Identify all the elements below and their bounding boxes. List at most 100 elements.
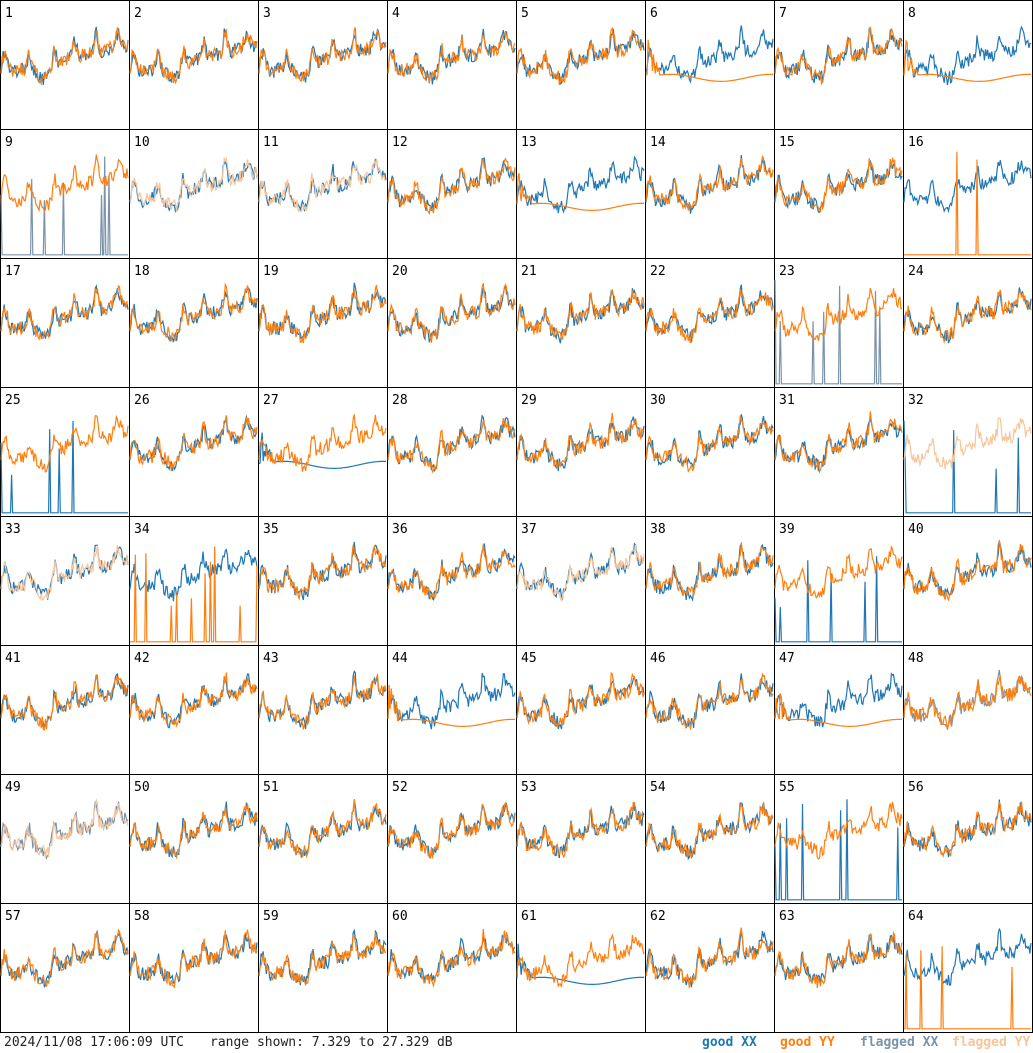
panel-number: 42 — [134, 651, 150, 666]
panel-number: 58 — [134, 909, 150, 924]
panel-number: 24 — [908, 264, 924, 279]
panel-frame — [645, 645, 775, 775]
series-yy-8 — [903, 38, 1031, 82]
panel-44: 44 — [387, 645, 517, 775]
panel-number: 53 — [521, 780, 537, 795]
series-yy-39 — [774, 546, 903, 599]
series-yy-47 — [774, 693, 902, 727]
series-yy-31 — [774, 411, 903, 475]
panel-number: 22 — [650, 264, 666, 279]
panel-number: 17 — [5, 264, 21, 279]
panel-29: 29 — [516, 387, 646, 517]
panel-64: 64 — [903, 903, 1033, 1033]
series-xx-6 — [645, 25, 774, 84]
panel-number: 3 — [263, 6, 271, 21]
panel-frame — [0, 0, 130, 130]
panel-60: 60 — [387, 903, 517, 1033]
panel-21: 21 — [516, 258, 646, 388]
panel-number: 12 — [392, 135, 408, 150]
panel-1: 1 — [0, 0, 130, 130]
panel-16: 16 — [903, 129, 1033, 259]
panel-37: 37 — [516, 516, 646, 646]
panel-frame — [645, 129, 775, 259]
panel-number: 27 — [263, 393, 279, 408]
series-xx-20 — [387, 284, 516, 344]
series-yy-28 — [387, 417, 516, 474]
panel-number: 51 — [263, 780, 279, 795]
series-xx-5 — [516, 28, 645, 86]
panel-number: 13 — [521, 135, 537, 150]
panel-55: 55 — [774, 774, 904, 904]
series-yy-27 — [258, 414, 387, 472]
series-yy-54 — [645, 801, 774, 859]
panel-number: 28 — [392, 393, 408, 408]
series-yy-6 — [645, 39, 773, 82]
panel-14: 14 — [645, 129, 775, 259]
panel-number: 33 — [5, 522, 21, 537]
panel-5: 5 — [516, 0, 646, 130]
panel-35: 35 — [258, 516, 388, 646]
series-xx-16 — [903, 160, 1032, 214]
series-xx-53 — [516, 802, 645, 859]
series-yy-15 — [774, 157, 903, 213]
series-yy-62 — [645, 927, 774, 988]
series-yy-13 — [516, 173, 644, 211]
panel-49: 49 — [0, 774, 130, 904]
panel-63: 63 — [774, 903, 904, 1033]
series-yy-51 — [258, 798, 387, 859]
series-xx-50 — [129, 801, 258, 859]
series-xx-13 — [516, 155, 645, 215]
footer: 2024/11/08 17:06:09 UTC range shown: 7.3… — [0, 1033, 1033, 1053]
series-yy-40 — [903, 539, 1032, 601]
series-yy-16 — [904, 151, 1031, 256]
series-yy-59 — [258, 932, 387, 986]
series-yy-52 — [387, 801, 516, 859]
series-xx-55 — [774, 799, 902, 901]
panel-number: 60 — [392, 909, 408, 924]
panel-frame — [903, 387, 1033, 517]
panel-number: 8 — [908, 6, 916, 21]
panel-43: 43 — [258, 645, 388, 775]
panel-number: 20 — [392, 264, 408, 279]
panel-number: 34 — [134, 522, 150, 537]
panel-number: 44 — [392, 651, 408, 666]
panel-number: 61 — [521, 909, 537, 924]
series-yy-12 — [387, 157, 516, 216]
panel-number: 59 — [263, 909, 279, 924]
series-xx-9 — [0, 156, 128, 256]
series-yy-61 — [516, 933, 645, 988]
series-xx-18 — [129, 286, 258, 343]
series-yy-21 — [516, 289, 645, 341]
series-yy-48 — [903, 675, 1032, 731]
series-yy-2 — [129, 29, 258, 85]
panel-number: 62 — [650, 909, 666, 924]
series-yy-10 — [129, 156, 258, 212]
panel-number: 41 — [5, 651, 21, 666]
panel-number: 5 — [521, 6, 529, 21]
series-yy-50 — [129, 803, 258, 860]
panel-frame — [774, 774, 904, 904]
panel-3: 3 — [258, 0, 388, 130]
panel-number: 55 — [779, 780, 795, 795]
series-xx-42 — [129, 673, 258, 729]
series-xx-44 — [387, 672, 516, 730]
series-yy-41 — [0, 674, 129, 731]
panel-15: 15 — [774, 129, 904, 259]
series-xx-23 — [774, 279, 902, 385]
series-yy-26 — [129, 415, 258, 472]
panel-54: 54 — [645, 774, 775, 904]
series-yy-18 — [129, 282, 258, 343]
series-yy-29 — [516, 412, 645, 470]
panel-number: 37 — [521, 522, 537, 537]
series-yy-20 — [387, 282, 516, 343]
panel-33: 33 — [0, 516, 130, 646]
panel-53: 53 — [516, 774, 646, 904]
series-xx-47 — [774, 672, 903, 728]
panel-frame — [516, 903, 646, 1033]
panel-50: 50 — [129, 774, 259, 904]
panel-frame — [129, 516, 259, 646]
range-label: range shown: 7.329 to 27.329 dB — [210, 1035, 453, 1050]
panel-frame — [129, 903, 259, 1033]
series-yy-46 — [645, 672, 774, 730]
panel-number: 19 — [263, 264, 279, 279]
